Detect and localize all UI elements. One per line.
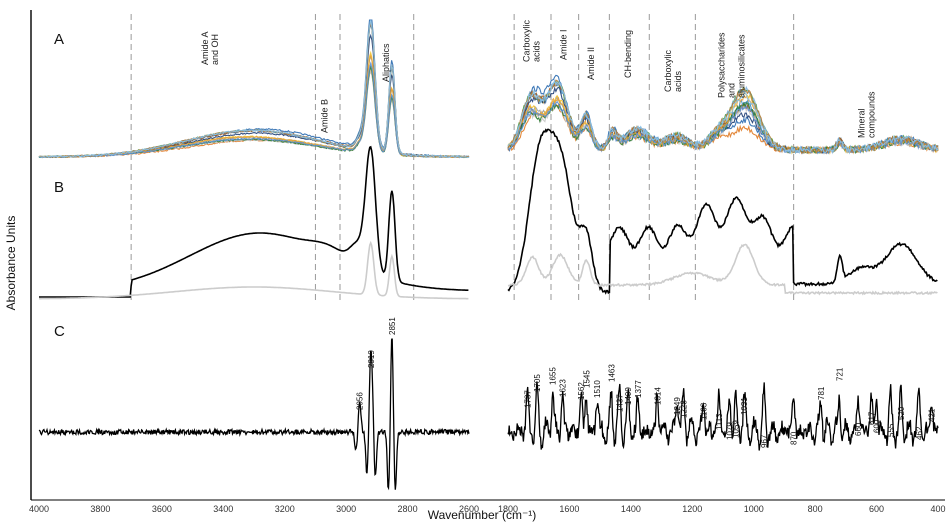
peak-label: 1031 <box>740 397 749 415</box>
peak-label: 1377 <box>634 380 643 398</box>
panel-label-b: B <box>54 179 64 196</box>
peak-label: 1113 <box>715 413 724 430</box>
x-ticks: 4000 3800 3600 3400 3200 3000 2800 2600 1800 1600… <box>29 504 946 514</box>
x-tick-label: 400 <box>930 504 945 514</box>
panel-label-a: A <box>54 31 64 48</box>
region-label: and <box>727 83 737 98</box>
region-label: Amide B <box>320 99 330 133</box>
x-tick-label: 1000 <box>744 504 764 514</box>
x-axis-label: Wavenumber (cm⁻¹) <box>428 508 537 522</box>
peak-label: 660 <box>854 422 863 436</box>
spectrum-a-right <box>507 80 939 155</box>
peak-label: 721 <box>835 367 844 381</box>
peak-label: 2851 <box>388 317 397 335</box>
peak-label: 600 <box>873 419 882 433</box>
x-tick-label: 1800 <box>498 504 518 514</box>
peak-label: 617 <box>867 411 876 425</box>
peak-label: 1314 <box>653 387 662 405</box>
x-tick-label: 3200 <box>275 504 295 514</box>
region-label: Carboxylic <box>663 49 673 92</box>
region-label: Aliphatics <box>381 43 391 82</box>
peak-label: 1655 <box>549 367 558 385</box>
peak-label: 967 <box>760 434 769 448</box>
peak-label: 1463 <box>608 364 617 382</box>
x-tick-label: 3600 <box>152 504 172 514</box>
region-label: Polysaccharides <box>717 32 727 98</box>
peak-label: 1059 <box>732 420 741 438</box>
spectrum-a-left <box>38 70 470 159</box>
region-label: compounds <box>866 91 876 138</box>
region-label: aluminosilicates <box>737 34 747 98</box>
region-label: Amide II <box>586 47 596 80</box>
peak-label: 555 <box>886 423 895 437</box>
axes <box>30 10 945 501</box>
peak-label: 1228 <box>680 400 689 418</box>
region-label: acids <box>532 40 542 62</box>
peak-label: 2956 <box>356 392 365 410</box>
region-label: acids <box>673 70 683 92</box>
x-tick-label: 4000 <box>29 504 49 514</box>
spectrum-a-left <box>38 65 470 159</box>
x-tick-label: 1400 <box>621 504 641 514</box>
spectrum-a-left <box>39 50 470 159</box>
spectrum-a-left <box>38 20 470 159</box>
x-tick-label: 1600 <box>559 504 579 514</box>
peak-label: 1705 <box>533 374 542 392</box>
spectrum-a-left <box>38 61 470 159</box>
x-tick-label: 800 <box>808 504 823 514</box>
peak-label: 1437 <box>615 394 624 412</box>
peak-label: 870 <box>790 431 799 445</box>
peak-label: 1737 <box>523 390 532 408</box>
panel-label-c: C <box>54 323 65 340</box>
spectrum-b-mean-right <box>507 128 938 295</box>
peak-label: 1409 <box>624 387 633 405</box>
spectrum-c-left <box>38 338 470 491</box>
y-axis-label: Absorbance Units <box>4 216 18 311</box>
spectrum-b-grey-left <box>39 240 469 300</box>
x-tick-label: 3400 <box>213 504 233 514</box>
x-tick-label: 600 <box>869 504 884 514</box>
spectrum-a-left <box>39 54 470 159</box>
region-label: and OH <box>210 34 220 65</box>
peak-label: 520 <box>897 406 906 420</box>
peak-label: 2919 <box>367 350 376 368</box>
x-tick-label: 2600 <box>459 504 479 514</box>
peak-label: 781 <box>817 386 826 400</box>
spectra <box>38 19 939 491</box>
region-label: Amide I <box>558 29 568 60</box>
peak-label: 1249 <box>673 397 682 415</box>
peak-label: 1510 <box>593 380 602 398</box>
spectrum-b-mean-left <box>39 145 469 298</box>
spectrum-a-left <box>38 69 470 159</box>
spectrum-a-left <box>38 54 470 159</box>
spectrum-c-right <box>507 381 939 451</box>
region-label: Carboxylic <box>522 19 532 62</box>
peak-label: 1545 <box>582 370 591 388</box>
peak-label: 1623 <box>558 379 567 397</box>
peak-label: 421 <box>928 408 937 422</box>
spectrum-b-grey-right <box>507 243 938 296</box>
x-tick-label: 3800 <box>90 504 110 514</box>
peak-label: 462 <box>915 426 924 440</box>
x-tick-label: 2800 <box>398 504 418 514</box>
region-label: Amide A <box>200 31 210 65</box>
peak-label: 1163 <box>700 402 709 420</box>
region-label: CH-bending <box>623 30 633 78</box>
x-tick-label: 3000 <box>336 504 356 514</box>
peak-label: 1562 <box>577 382 586 400</box>
x-tick-label: 1200 <box>682 504 702 514</box>
region-label: Mineral <box>856 108 866 138</box>
peak-label: 1079 <box>725 422 734 440</box>
